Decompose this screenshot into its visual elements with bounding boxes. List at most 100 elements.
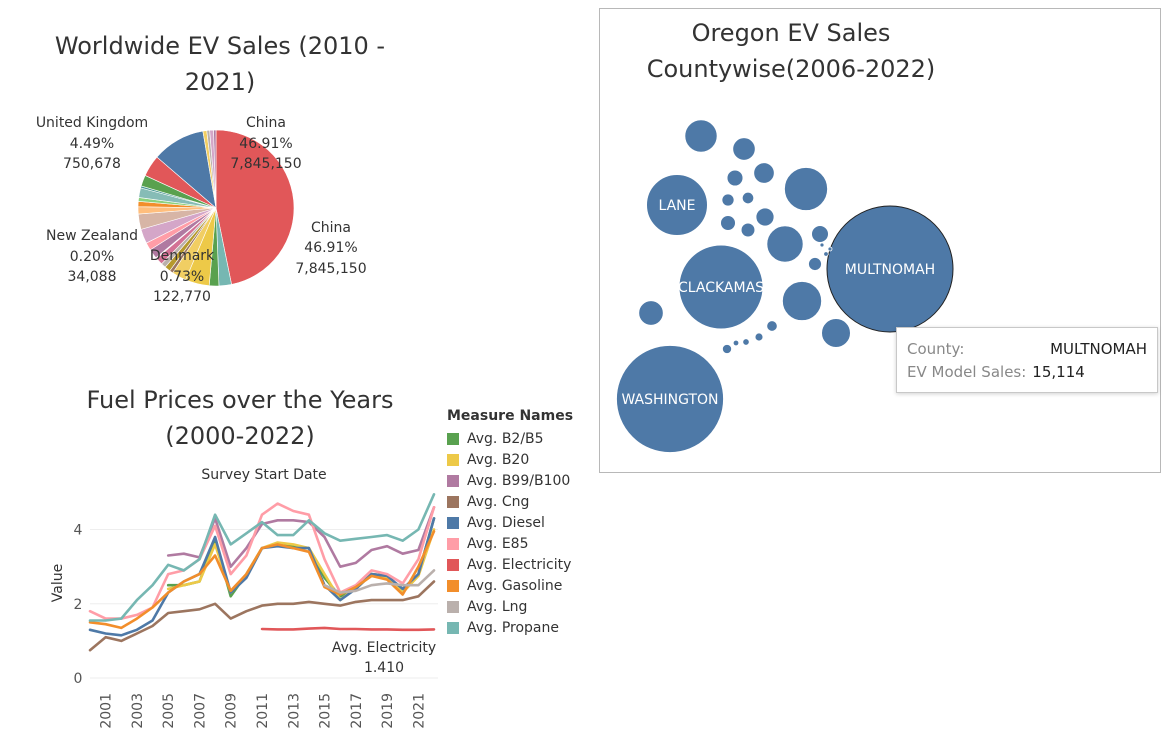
series-line-avg-lng[interactable] [323,569,436,594]
legend-swatch [447,453,459,466]
bubble-label-clackamas: CLACKAMAS [678,280,764,296]
legend-label: Avg. Lng [467,598,528,615]
x-tick-label: 2019 [380,693,396,729]
pie-label-china-value: 7,845,150 [295,261,366,277]
line-grid [90,529,438,679]
line-chart-ylabel: Value [50,564,66,602]
bubble-label-multnomah: MULTNOMAH [845,262,935,278]
series-line-avg-electricity[interactable] [260,626,436,632]
bubble-title-line2: Countywise(2006-2022) [646,55,936,83]
bubble-lane[interactable] [646,174,708,236]
legend-label: Avg. Propane [467,619,559,636]
bubble-county[interactable] [732,137,756,161]
legend-item[interactable]: Avg. Propane [447,617,573,638]
legend-item[interactable]: Avg. B2/B5 [447,428,573,449]
legend-item[interactable]: Avg. B20 [447,449,573,470]
bubble-washington[interactable] [616,345,724,453]
line-series[interactable] [88,493,436,652]
tooltip-sales-key: EV Model Sales: [907,363,1027,381]
bubble-county[interactable] [732,339,740,347]
bubble-county[interactable] [722,344,732,354]
legend-swatch [447,432,459,445]
x-tick-label: 2009 [224,693,240,729]
line-title-line2: (2000-2022) [165,422,315,450]
legend-swatch [447,558,459,571]
county-tooltip: County: MULTNOMAH EV Model Sales: 15,114 [896,327,1158,393]
bubble-county[interactable] [721,193,735,207]
pie-label-nz-value: 34,088 [68,269,117,285]
legend-swatch [447,516,459,529]
bubble-county[interactable] [742,338,750,346]
bubble-label-washington: WASHINGTON [621,392,718,408]
bubble-county[interactable] [784,167,828,211]
legend-label: Avg. B99/B100 [467,472,571,489]
pie-slice-china[interactable] [215,129,295,285]
bubble-chart[interactable]: MULTNOMAH WASHINGTON CLACKAMAS LANE [600,9,1161,473]
bubble-group[interactable]: MULTNOMAH WASHINGTON CLACKAMAS LANE [616,119,954,453]
bubble-county[interactable] [753,162,775,184]
x-tick-label: 2013 [286,693,302,729]
pie-chart-panel: Worldwide EV Sales (2010 - 2021) United … [0,0,520,370]
line-chart-header: Survey Start Date [201,467,326,483]
pie-label-china-top-pct: 46.91% [239,136,292,152]
bubble-label-lane: LANE [658,198,695,214]
pie-label-china-top-name: China [246,115,286,131]
electricity-annotation-name: Avg. Electricity [332,640,436,656]
bubble-chart-title: Oregon EV Sales Countywise(2006-2022) [600,15,982,87]
line-chart[interactable]: Survey Start Date Value 0 2 4 2001 2003 2005… [0,370,600,741]
legend-item[interactable]: Avg. E85 [447,533,573,554]
legend-item[interactable]: Avg. Gasoline [447,575,573,596]
legend-label: Avg. E85 [467,535,529,552]
pie-label-uk-pct: 4.49% [70,136,114,152]
legend-label: Avg. B20 [467,451,530,468]
legend-swatch [447,537,459,550]
pie-slice-other-25[interactable] [213,129,217,209]
pie-label-china-pct: 46.91% [304,240,357,256]
legend-item[interactable]: Avg. Cng [447,491,573,512]
legend-label: Avg. Diesel [467,514,545,531]
legend-item[interactable]: Avg. Lng [447,596,573,617]
bubble-county[interactable] [726,169,744,187]
pie-chart-title: Worldwide EV Sales (2010 - 2021) [20,28,420,100]
tooltip-sales-value: 15,114 [1032,363,1085,381]
pie-chart[interactable]: United Kingdom 4.49% 750,678 China 46.91… [0,0,520,370]
line-chart-panel: Fuel Prices over the Years (2000-2022) S… [0,370,600,741]
bubble-county[interactable] [638,300,664,326]
series-line-avg-propane[interactable] [88,493,436,622]
bubble-clackamas[interactable] [678,244,764,330]
series-line-avg-gasoline[interactable] [88,530,436,630]
bubble-county[interactable] [823,251,829,257]
bubble-county[interactable] [740,222,756,238]
pie-slices[interactable] [137,129,295,287]
bubble-county[interactable] [720,215,736,231]
series-line-avg-b20[interactable] [166,528,436,602]
bubble-county[interactable] [741,191,755,205]
pie-title-line2: 2021) [184,68,256,96]
bubble-county[interactable] [811,225,829,243]
legend-swatch [447,600,459,613]
pie-label-nz-name: New Zealand [46,228,138,244]
legend-item[interactable]: Avg. Diesel [447,512,573,533]
legend-item[interactable]: Avg. B99/B100 [447,470,573,491]
bubble-county[interactable] [821,318,851,348]
bubble-county[interactable] [754,332,764,342]
legend-label: Avg. B2/B5 [467,430,544,447]
bubble-county[interactable] [766,320,778,332]
legend-label: Avg. Gasoline [467,577,563,594]
legend-title: Measure Names [447,408,574,424]
bubble-multnomah[interactable] [826,205,954,333]
y-tick-label: 0 [74,671,83,687]
bubble-county[interactable] [827,246,833,252]
x-tick-label: 2003 [130,693,146,729]
bubble-county[interactable] [766,225,804,263]
bubble-county[interactable] [819,242,825,248]
pie-label-uk-value: 750,678 [63,156,121,172]
bubble-county[interactable] [755,207,775,227]
legend-item[interactable]: Avg. Electricity [447,554,573,575]
bubble-county[interactable] [684,119,718,153]
series-line-avg-cng[interactable] [88,580,436,652]
legend-label: Avg. Cng [467,493,530,510]
pie-label-denmark-name: Denmark [150,248,215,264]
bubble-county[interactable] [782,281,822,321]
bubble-county[interactable] [808,257,822,271]
